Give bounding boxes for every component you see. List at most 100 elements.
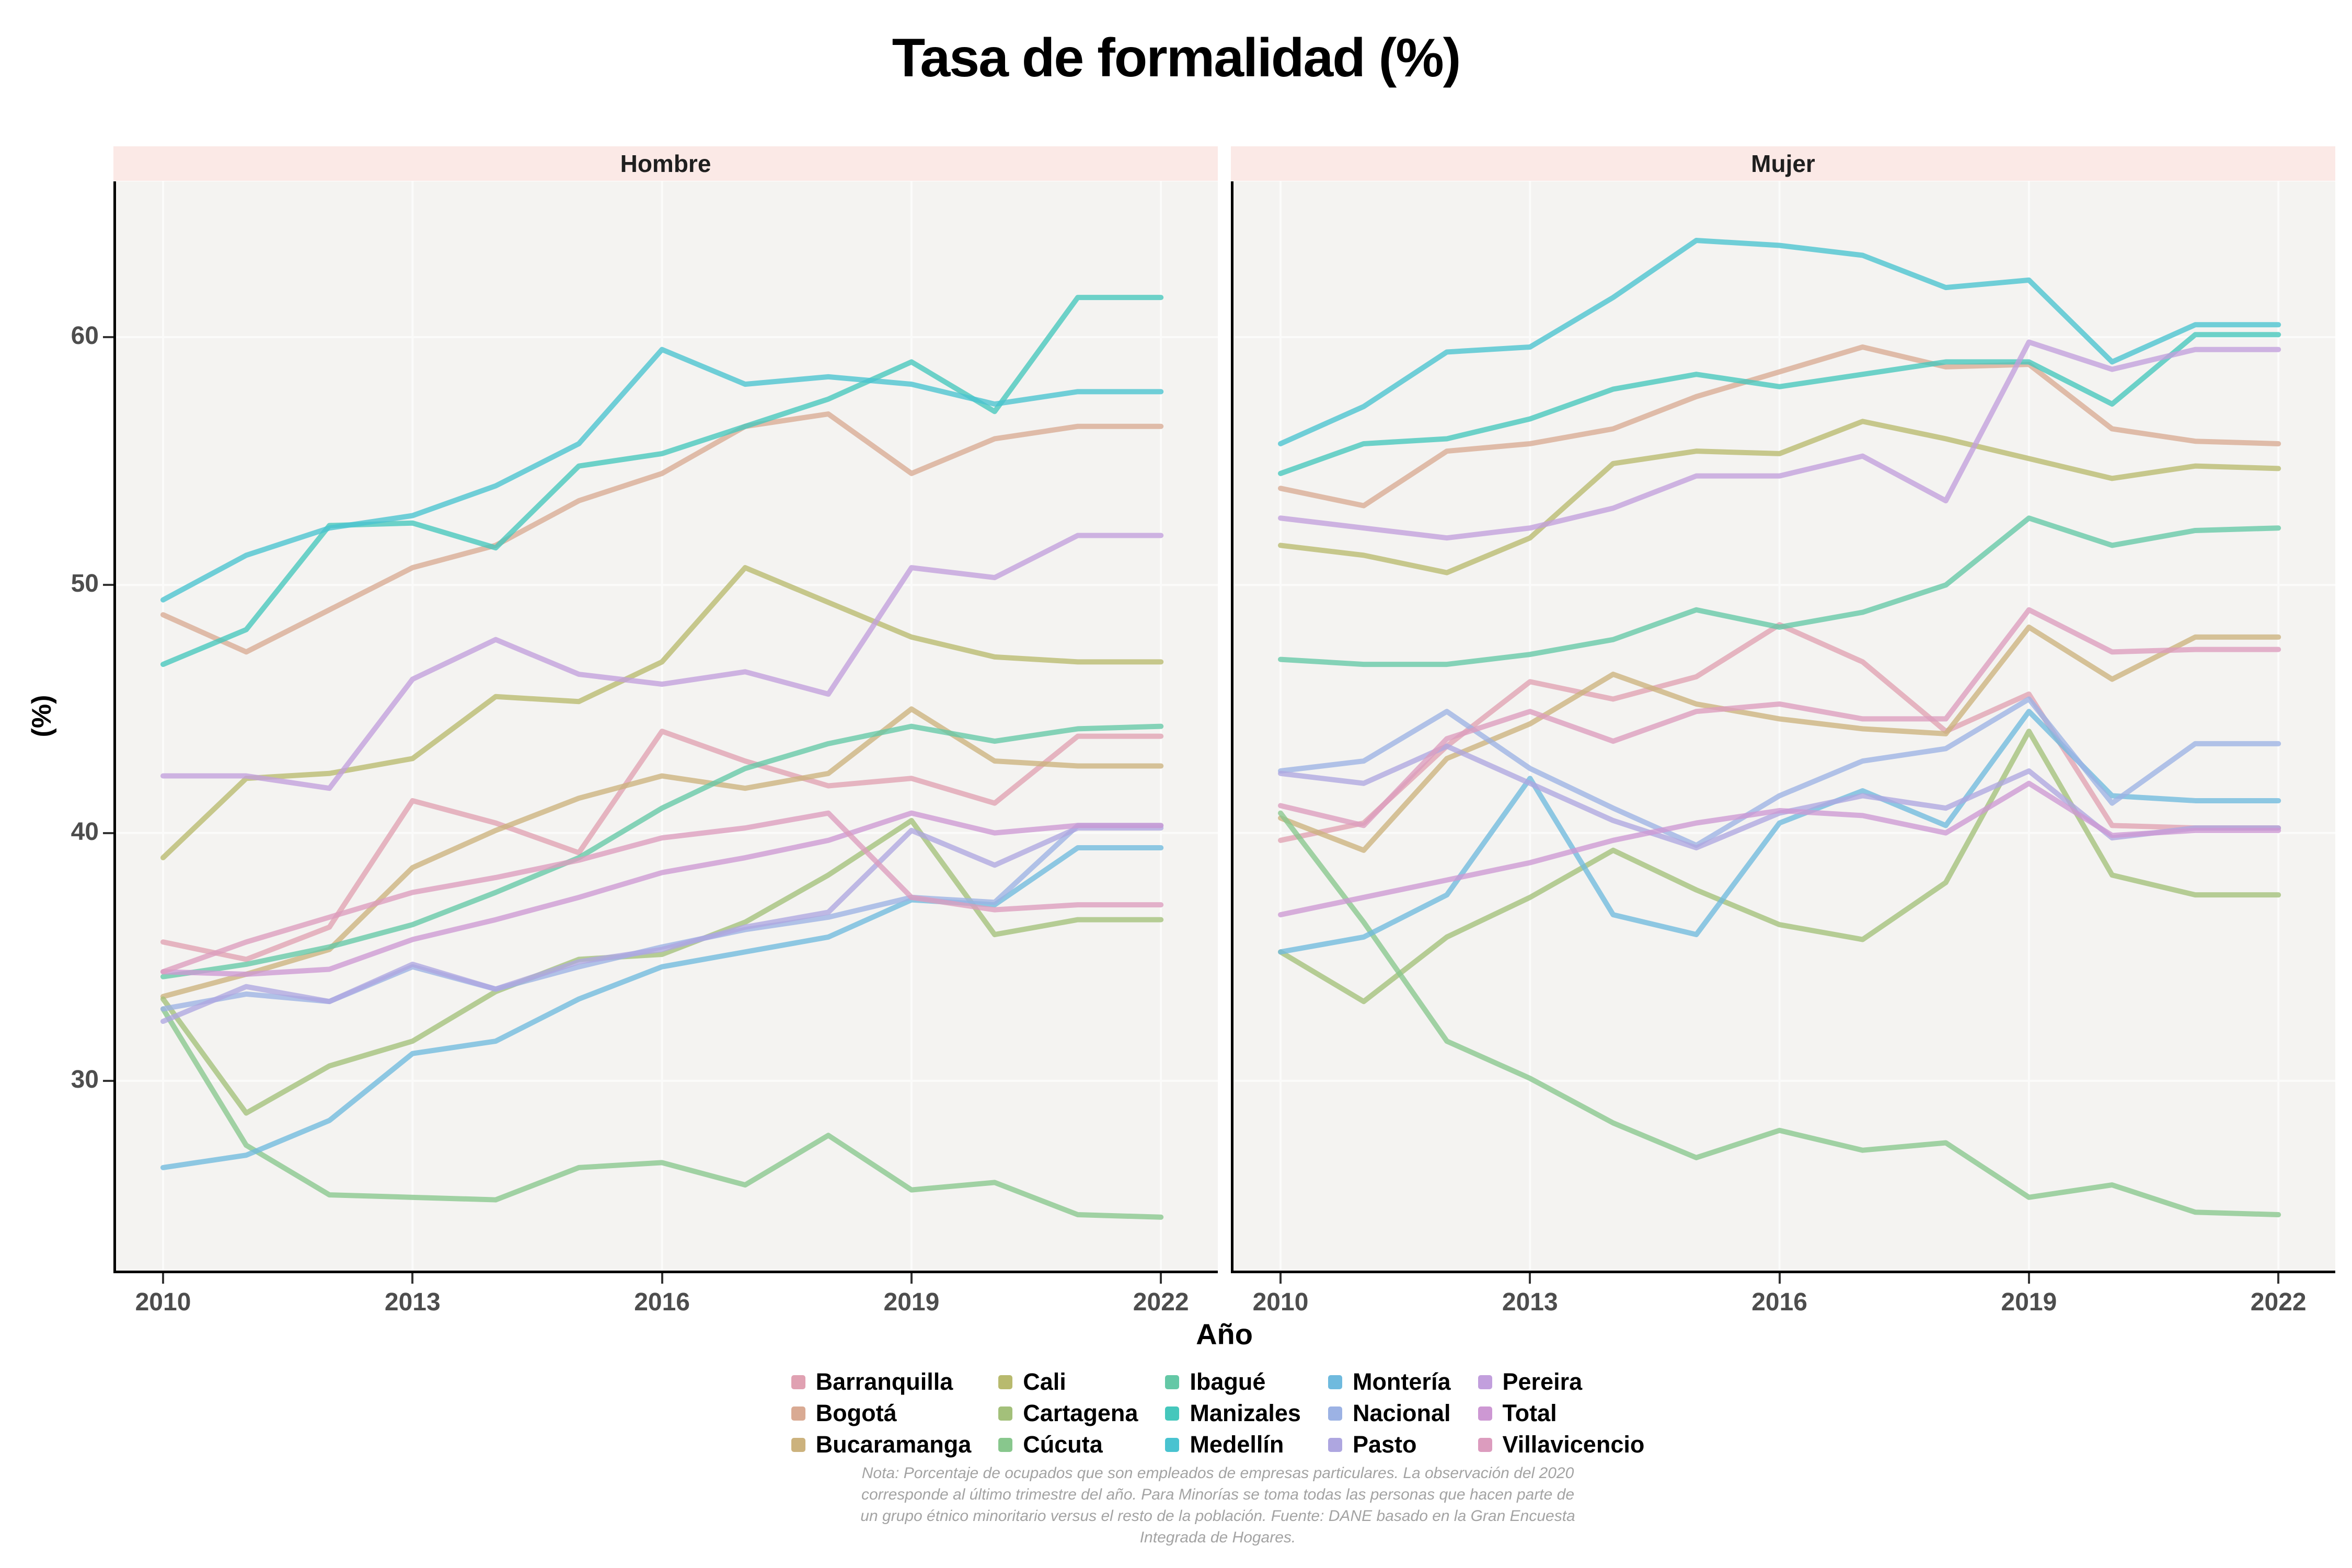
- line-hombre-medellin: [160, 347, 1164, 603]
- facet-canvas-mujer: [1231, 181, 2335, 1273]
- y-tickmark-40: [103, 832, 113, 834]
- legend-label: Cúcuta: [1023, 1431, 1103, 1458]
- legend-key-swatch: [791, 1375, 805, 1389]
- line-hombre-pasto: [160, 825, 1164, 1024]
- caption-line-4: Integrada de Hogares.: [1139, 1529, 1296, 1546]
- legend-item-medellin: Medellín: [1165, 1431, 1301, 1458]
- legend-key-swatch: [1165, 1406, 1180, 1421]
- y-tick-label-50: 50: [71, 570, 99, 598]
- legend-item-total: Total: [1478, 1400, 1645, 1427]
- legend-label: Ibagué: [1190, 1368, 1266, 1395]
- x-tickmark-1-2019: [2027, 1273, 2030, 1284]
- legend-key-swatch: [1478, 1406, 1492, 1421]
- y-tickmark-60: [103, 336, 113, 338]
- panel-background: [1231, 181, 2335, 1273]
- legend-key-swatch: [998, 1406, 1013, 1421]
- line-hombre-cartagena: [160, 817, 1164, 1116]
- line-hombre-total: [160, 810, 1164, 977]
- caption-line-3: un grupo étnico minoritario versus el re…: [860, 1507, 1575, 1525]
- y-axis-title: (%): [27, 695, 57, 737]
- legend-label: Medellín: [1190, 1431, 1284, 1458]
- legend-item-villavicencio: Villavicencio: [1478, 1431, 1645, 1458]
- x-tickmark-1-2016: [1778, 1273, 1781, 1284]
- line-mujer-villavicencio: [1278, 607, 2281, 828]
- legend-key-swatch: [791, 1406, 805, 1421]
- line-hombre-barranquilla: [160, 729, 1164, 962]
- x-tick-label-1-2022: 2022: [2250, 1288, 2307, 1316]
- legend-key-swatch: [1328, 1375, 1342, 1389]
- legend-label: Barranquilla: [815, 1368, 953, 1395]
- x-tick-label-0-2019: 2019: [883, 1288, 940, 1316]
- x-tick-label-1-2019: 2019: [2001, 1288, 2057, 1316]
- legend-column-4: Pereira Total Villavicencio: [1478, 1368, 1645, 1458]
- legend-item-monteria: Montería: [1328, 1368, 1451, 1396]
- legend-item-manizales: Manizales: [1165, 1400, 1301, 1427]
- legend-key-swatch: [1328, 1406, 1342, 1421]
- legend-item-pereira: Pereira: [1478, 1368, 1645, 1396]
- line-hombre-cucuta: [160, 1006, 1164, 1220]
- legend-key-swatch: [1165, 1437, 1180, 1452]
- line-mujer-cucuta: [1278, 810, 2281, 1218]
- legend-label: Nacional: [1352, 1400, 1451, 1426]
- facet-strip-hombre: Hombre: [113, 146, 1218, 181]
- line-hombre-ibague: [160, 723, 1164, 979]
- legend-key-swatch: [1478, 1437, 1492, 1452]
- x-tickmark-0-2016: [661, 1273, 663, 1284]
- line-mujer-cartagena: [1278, 729, 2281, 1005]
- line-mujer-bogota: [1278, 344, 2281, 509]
- x-tickmark-0-2010: [162, 1273, 164, 1284]
- facet-canvas-hombre: [113, 181, 1218, 1273]
- legend-label: Cali: [1023, 1368, 1066, 1395]
- line-mujer-monteria: [1278, 709, 2281, 955]
- legend-key-swatch: [791, 1437, 805, 1452]
- x-tickmark-0-2022: [1160, 1273, 1162, 1284]
- legend-column-0: Barranquilla Bogotá Bucaramanga: [791, 1368, 972, 1458]
- legend-item-ibague: Ibagué: [1165, 1368, 1301, 1396]
- caption-note: Nota: Porcentaje de ocupados que son emp…: [0, 1462, 2352, 1548]
- line-hombre-villavicencio: [160, 810, 1164, 975]
- line-mujer-manizales: [1278, 332, 2281, 476]
- x-tickmark-0-2019: [910, 1273, 913, 1284]
- line-mujer-ibague: [1278, 515, 2281, 667]
- legend-column-3: Montería Nacional Pasto: [1328, 1368, 1451, 1458]
- legend-column-1: Cali Cartagena Cúcuta: [998, 1368, 1138, 1458]
- legend-column-2: Ibagué Manizales Medellín: [1165, 1368, 1301, 1458]
- x-tick-label-0-2022: 2022: [1133, 1288, 1189, 1316]
- x-tick-label-1-2016: 2016: [1751, 1288, 1807, 1316]
- legend-key-swatch: [1165, 1375, 1180, 1389]
- legend-item-cartagena: Cartagena: [998, 1400, 1138, 1427]
- legend-item-bucaramanga: Bucaramanga: [791, 1431, 972, 1458]
- legend-item-pasto: Pasto: [1328, 1431, 1451, 1458]
- legend-label: Pasto: [1352, 1431, 1417, 1458]
- legend-item-barranquilla: Barranquilla: [791, 1368, 972, 1396]
- legend-key-swatch: [1328, 1437, 1342, 1452]
- x-tick-label-0-2010: 2010: [135, 1288, 191, 1316]
- x-tickmark-1-2010: [1279, 1273, 1282, 1284]
- x-tickmark-0-2013: [411, 1273, 414, 1284]
- line-mujer-cali: [1278, 419, 2281, 575]
- x-tickmark-1-2013: [1529, 1273, 1531, 1284]
- legend-key-swatch: [998, 1437, 1013, 1452]
- legend: Barranquilla Bogotá Bucaramanga Cali Cartage…: [0, 1368, 2352, 1458]
- legend-item-cali: Cali: [998, 1368, 1138, 1396]
- legend-key-swatch: [998, 1375, 1013, 1389]
- line-mujer-medellin: [1278, 238, 2281, 446]
- legend-label: Total: [1502, 1400, 1557, 1426]
- panel-background: [113, 181, 1218, 1273]
- y-tick-label-60: 60: [71, 322, 99, 350]
- chart-title: Tasa de formalidad (%): [892, 28, 1461, 88]
- legend-label: Montería: [1352, 1368, 1451, 1395]
- line-mujer-pereira: [1278, 339, 2281, 541]
- legend-label: Manizales: [1190, 1400, 1301, 1426]
- y-tickmark-30: [103, 1079, 113, 1082]
- x-tickmark-1-2022: [2277, 1273, 2280, 1284]
- plot-panel-mujer: [1231, 181, 2335, 1273]
- legend-label: Villavicencio: [1502, 1431, 1645, 1458]
- legend-label: Bucaramanga: [815, 1431, 972, 1458]
- x-tick-label-0-2016: 2016: [634, 1288, 690, 1316]
- legend-item-cucuta: Cúcuta: [998, 1431, 1138, 1458]
- legend-label: Bogotá: [815, 1400, 897, 1426]
- x-tick-label-1-2010: 2010: [1252, 1288, 1309, 1316]
- line-hombre-bogota: [160, 411, 1164, 655]
